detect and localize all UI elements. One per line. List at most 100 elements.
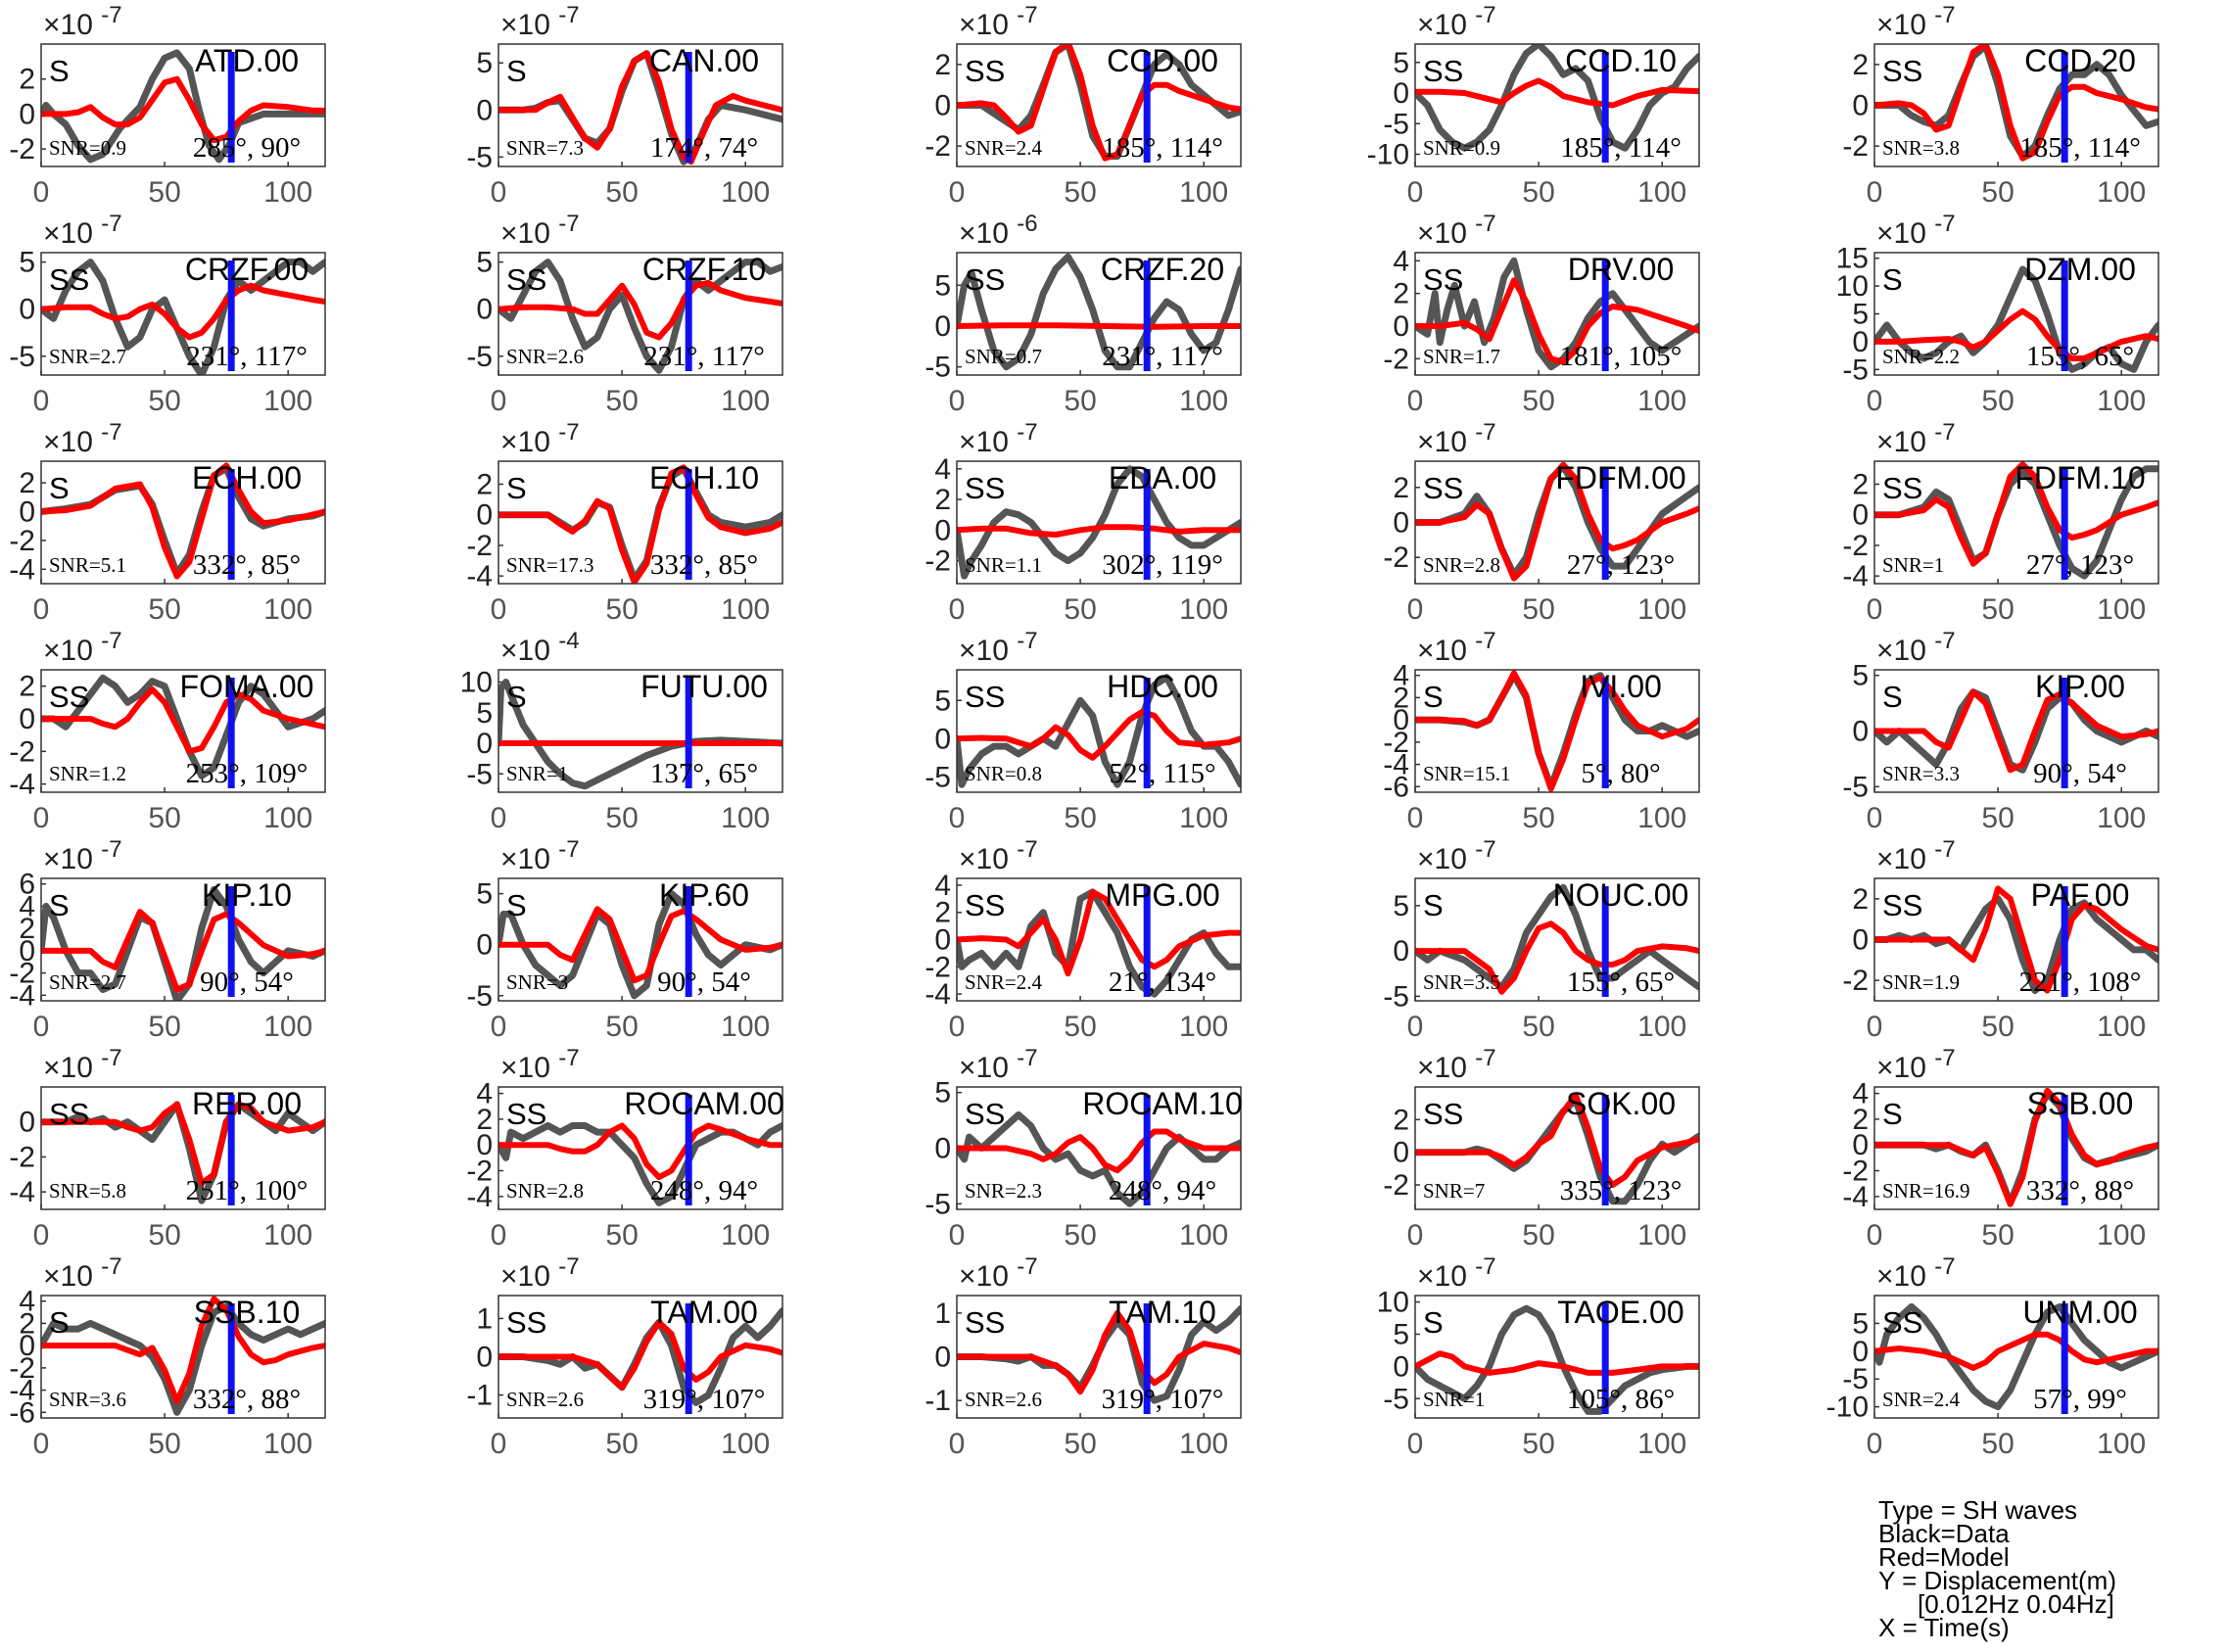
exponent-label: ×10 -7 [1417, 1045, 1496, 1084]
y-tick-label: -2 [1842, 965, 1869, 997]
phase-label: SS [1882, 54, 1922, 88]
model-trace [957, 888, 1241, 977]
x-tick-label: 50 [605, 802, 638, 834]
phase-label: SS [1423, 471, 1463, 505]
x-tick-label: 50 [1522, 1011, 1554, 1043]
y-tick-label: -2 [1383, 343, 1409, 375]
data-trace [957, 1110, 1241, 1207]
panel-ccd-20: ×10 -7 -2 0 2 0 50 100 SS CCD.20 SNR=3.8 185°, 114… [1842, 2, 2159, 209]
x-tick-label: 0 [491, 385, 507, 417]
legend-band: [0.012Hz 0.04Hz] [1918, 1589, 2114, 1619]
x-tick-label: 50 [1522, 1219, 1554, 1251]
x-tick-label: 100 [721, 1011, 770, 1043]
station-label: KIP.10 [202, 877, 292, 913]
phase-label: SS [965, 1305, 1005, 1340]
model-trace [41, 282, 325, 341]
y-tick-label: -5 [1383, 980, 1409, 1013]
x-tick-label: 100 [721, 176, 770, 209]
snr-label: SNR=2.2 [1882, 345, 1960, 368]
x-tick-label: 50 [1522, 593, 1554, 626]
angle-label: 185°, 114° [1560, 132, 1682, 164]
x-tick-label: 50 [1981, 1428, 2014, 1460]
data-trace [1874, 265, 2158, 373]
phase-label: SS [965, 1097, 1005, 1131]
x-tick-label: 0 [1867, 385, 1883, 417]
x-tick-label: 0 [1407, 385, 1424, 417]
x-tick-label: 50 [1064, 802, 1096, 834]
station-label: CCD.00 [1107, 43, 1218, 78]
x-tick-label: 50 [605, 593, 638, 626]
x-tick-label: 0 [949, 593, 966, 626]
axes-box [498, 1086, 783, 1210]
axes-box [498, 1295, 783, 1419]
axes-box [40, 43, 326, 167]
y-tick-label: 2 [476, 468, 493, 500]
y-tick-label: 0 [1393, 1350, 1409, 1383]
model-trace [1874, 44, 2158, 162]
angle-label: 90°, 54° [2033, 758, 2127, 789]
y-tick-label: 0 [934, 1133, 951, 1165]
snr-label: SNR=3.5 [1423, 970, 1500, 994]
y-tick-label: 0 [934, 723, 951, 755]
station-label: TAM.10 [1109, 1295, 1216, 1330]
exponent-label: ×10 -7 [43, 211, 122, 250]
y-tick-label: 0 [1852, 499, 1869, 532]
y-tick-label: 5 [476, 878, 493, 911]
y-tick-label: -2 [9, 1352, 35, 1385]
y-tick-label: 2 [934, 484, 951, 516]
model-trace [498, 1319, 782, 1391]
station-label: HDC.00 [1107, 669, 1218, 704]
station-label: ATD.00 [195, 43, 299, 78]
exponent-label: ×10 -7 [1876, 211, 1956, 250]
y-tick-label: 4 [934, 870, 951, 902]
phase-label: S [49, 54, 70, 88]
y-tick-label: -4 [466, 1181, 493, 1213]
x-tick-label: 0 [491, 802, 507, 834]
model-trace [498, 279, 782, 341]
y-tick-label: -5 [1842, 354, 1869, 386]
x-tick-label: 100 [263, 176, 312, 209]
station-label: TAM.00 [650, 1295, 758, 1330]
snr-label: SNR=1 [506, 762, 568, 785]
exponent-label: ×10 -7 [500, 836, 580, 875]
model-trace [1874, 688, 2158, 774]
x-tick-label: 0 [491, 593, 507, 626]
data-trace [1415, 44, 1699, 152]
model-trace [1415, 277, 1699, 365]
snr-label: SNR=0.9 [1423, 136, 1500, 160]
exponent-label: ×10 -7 [43, 419, 122, 458]
y-tick-label: 5 [1852, 660, 1869, 692]
angle-label: 248°, 94° [650, 1175, 758, 1206]
angle-label: 319°, 107° [1102, 1384, 1224, 1415]
phase-label: SS [506, 1097, 546, 1131]
phase-label: S [506, 54, 527, 88]
y-tick-label: -5 [924, 352, 951, 384]
model-trace [498, 464, 782, 584]
angle-label: 155°, 65° [1567, 967, 1675, 998]
station-label: PAF.00 [2031, 877, 2130, 913]
snr-label: SNR=2.6 [506, 345, 584, 368]
exponent-label: ×10 -4 [500, 628, 580, 667]
snr-label: SNR=2.6 [965, 1388, 1042, 1411]
y-tick-label: 2 [1393, 278, 1409, 310]
x-tick-label: 0 [33, 1428, 50, 1460]
y-tick-label: -2 [1383, 727, 1409, 759]
x-tick-label: 50 [1981, 385, 2014, 417]
data-trace [1874, 465, 2158, 580]
phase-label: SS [965, 888, 1005, 922]
phase-label: S [506, 471, 527, 505]
angle-label: 181°, 105° [1560, 341, 1683, 372]
x-tick-label: 0 [1867, 1011, 1883, 1043]
phase-label: S [49, 1305, 70, 1340]
